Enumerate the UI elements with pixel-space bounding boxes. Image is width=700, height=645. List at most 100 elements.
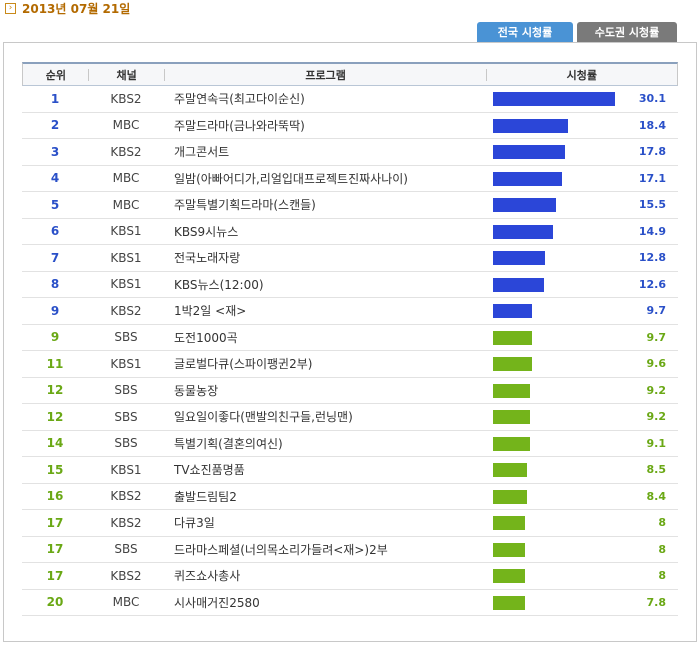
rating-cell: 17.1: [487, 166, 678, 192]
rank-cell: 4: [50, 171, 60, 186]
program-cell[interactable]: 1박2일 <재>: [174, 304, 247, 319]
rating-value: 8: [658, 569, 666, 583]
rank-cell: 16: [46, 489, 64, 504]
rating-bar: [493, 463, 527, 477]
table-row: 12 SBS 일요일이좋다(맨발의친구들,런닝맨) 9.2: [22, 404, 678, 431]
rating-value: 9.2: [646, 383, 667, 397]
rank-cell: 14: [46, 436, 64, 451]
ratings-table: 순위 채널 프로그램 시청률 1 KBS2 주말연속극(최고다이순신) 30.1 2 MB…: [22, 62, 678, 616]
rating-value: 30.1: [638, 92, 666, 106]
channel-cell: KBS1: [110, 277, 142, 292]
channel-cell: SBS: [114, 542, 138, 557]
rating-cell: 9.7: [487, 325, 678, 351]
rating-cell: 9.1: [487, 431, 678, 457]
program-cell[interactable]: KBS9시뉴스: [174, 224, 239, 239]
program-cell[interactable]: 일밤(아빠어디가,리얼입대프로젝트진짜사나이): [174, 171, 408, 186]
program-cell[interactable]: KBS뉴스(12:00): [174, 277, 264, 292]
rating-bar: [493, 118, 568, 133]
channel-cell: KBS2: [110, 91, 142, 106]
rating-cell: 30.1: [487, 86, 678, 112]
program-cell[interactable]: 시사매거진2580: [174, 595, 260, 610]
table-body: 1 KBS2 주말연속극(최고다이순신) 30.1 2 MBC 주말드라마(금나와라뚝딱) 1…: [22, 86, 678, 616]
chevron-right-icon: ›: [5, 2, 16, 14]
rating-value: 9.1: [646, 436, 667, 450]
table-row: 5 MBC 주말특별기획드라마(스캔들) 15.5: [22, 192, 678, 219]
rating-cell: 8: [487, 510, 678, 536]
channel-cell: KBS1: [110, 356, 142, 371]
rating-value: 8: [658, 516, 666, 530]
ratings-panel: [3, 42, 697, 642]
rating-cell: 9.2: [487, 378, 678, 404]
rating-cell: 7.8: [487, 590, 678, 616]
rating-cell: 8.5: [487, 457, 678, 483]
rating-value: 8.4: [646, 489, 667, 503]
program-cell[interactable]: 드라마스페셜(너의목소리가들려<재>)2부: [174, 542, 388, 557]
rank-cell: 17: [46, 568, 64, 583]
rating-value: 15.5: [638, 198, 666, 212]
rating-bar: [493, 489, 527, 504]
rank-cell: 5: [50, 197, 60, 212]
table-row: 14 SBS 특별기획(결혼의여신) 9.1: [22, 431, 678, 457]
program-cell[interactable]: 주말드라마(금나와라뚝딱): [174, 118, 305, 133]
table-row: 1 KBS2 주말연속극(최고다이순신) 30.1: [22, 86, 678, 113]
program-cell[interactable]: 글로벌다큐(스파이팽귄2부): [174, 357, 313, 372]
rank-cell: 1: [50, 91, 60, 106]
rank-cell: 7: [50, 250, 60, 265]
tab-capital-ratings[interactable]: 수도권 시청률: [577, 22, 677, 42]
rating-cell: 8: [487, 537, 678, 563]
rating-bar: [493, 145, 565, 159]
program-cell[interactable]: 일요일이좋다(맨발의친구들,런닝맨): [174, 410, 353, 425]
rank-cell: 12: [46, 409, 64, 424]
date-header: › 2013년 07월 21일: [5, 0, 130, 16]
rating-bar: [493, 198, 556, 212]
table-row: 17 KBS2 퀴즈쇼사총사 8: [22, 563, 678, 590]
table-row: 9 KBS2 1박2일 <재> 9.7: [22, 298, 678, 325]
rating-value: 9.7: [646, 304, 667, 318]
table-row: 4 MBC 일밤(아빠어디가,리얼입대프로젝트진짜사나이) 17.1: [22, 166, 678, 192]
table-row: 9 SBS 도전1000곡 9.7: [22, 325, 678, 351]
program-cell[interactable]: TV쇼진품명품: [174, 463, 245, 478]
rank-cell: 8: [50, 277, 60, 292]
rating-bar: [493, 330, 532, 345]
channel-cell: KBS2: [110, 568, 142, 583]
rating-cell: 17.8: [487, 139, 678, 165]
rating-bar: [493, 410, 530, 424]
rating-bar: [493, 171, 562, 186]
rating-cell: 9.6: [487, 351, 678, 377]
rank-cell: 11: [46, 356, 64, 371]
program-cell[interactable]: 특별기획(결혼의여신): [174, 436, 283, 451]
rating-bar: [493, 224, 553, 239]
rating-bar: [493, 304, 532, 318]
rating-value: 17.8: [638, 145, 666, 159]
rank-cell: 17: [46, 542, 64, 557]
rating-cell: 9.2: [487, 404, 678, 430]
rating-bar: [493, 357, 532, 371]
tab-national-ratings[interactable]: 전국 시청률: [477, 22, 573, 42]
channel-cell: SBS: [114, 330, 138, 345]
program-cell[interactable]: 출발드림팀2: [174, 489, 237, 504]
program-cell[interactable]: 주말연속극(최고다이순신): [174, 92, 305, 107]
table-row: 6 KBS1 KBS9시뉴스 14.9: [22, 219, 678, 245]
channel-cell: MBC: [112, 171, 140, 186]
rating-cell: 15.5: [487, 192, 678, 218]
rating-value: 9.7: [646, 330, 667, 344]
table-row: 2 MBC 주말드라마(금나와라뚝딱) 18.4: [22, 113, 678, 139]
program-cell[interactable]: 도전1000곡: [174, 330, 238, 345]
program-cell[interactable]: 개그콘서트: [174, 145, 230, 160]
channel-cell: MBC: [112, 197, 140, 212]
table-row: 15 KBS1 TV쇼진품명품 8.5: [22, 457, 678, 484]
program-cell[interactable]: 동물농장: [174, 383, 219, 398]
program-cell[interactable]: 주말특별기획드라마(스캔들): [174, 198, 316, 213]
rating-value: 17.1: [638, 171, 666, 185]
channel-cell: KBS2: [110, 515, 142, 530]
rating-bar: [493, 251, 545, 265]
program-cell[interactable]: 퀴즈쇼사총사: [174, 569, 241, 584]
rank-cell: 17: [46, 515, 64, 530]
rating-cell: 8.4: [487, 484, 678, 510]
channel-cell: SBS: [114, 383, 138, 398]
channel-cell: KBS1: [110, 224, 142, 239]
program-cell[interactable]: 다큐3일: [174, 516, 215, 531]
rating-value: 14.9: [638, 224, 666, 238]
rating-bar: [493, 436, 530, 451]
program-cell[interactable]: 전국노래자랑: [174, 251, 241, 266]
